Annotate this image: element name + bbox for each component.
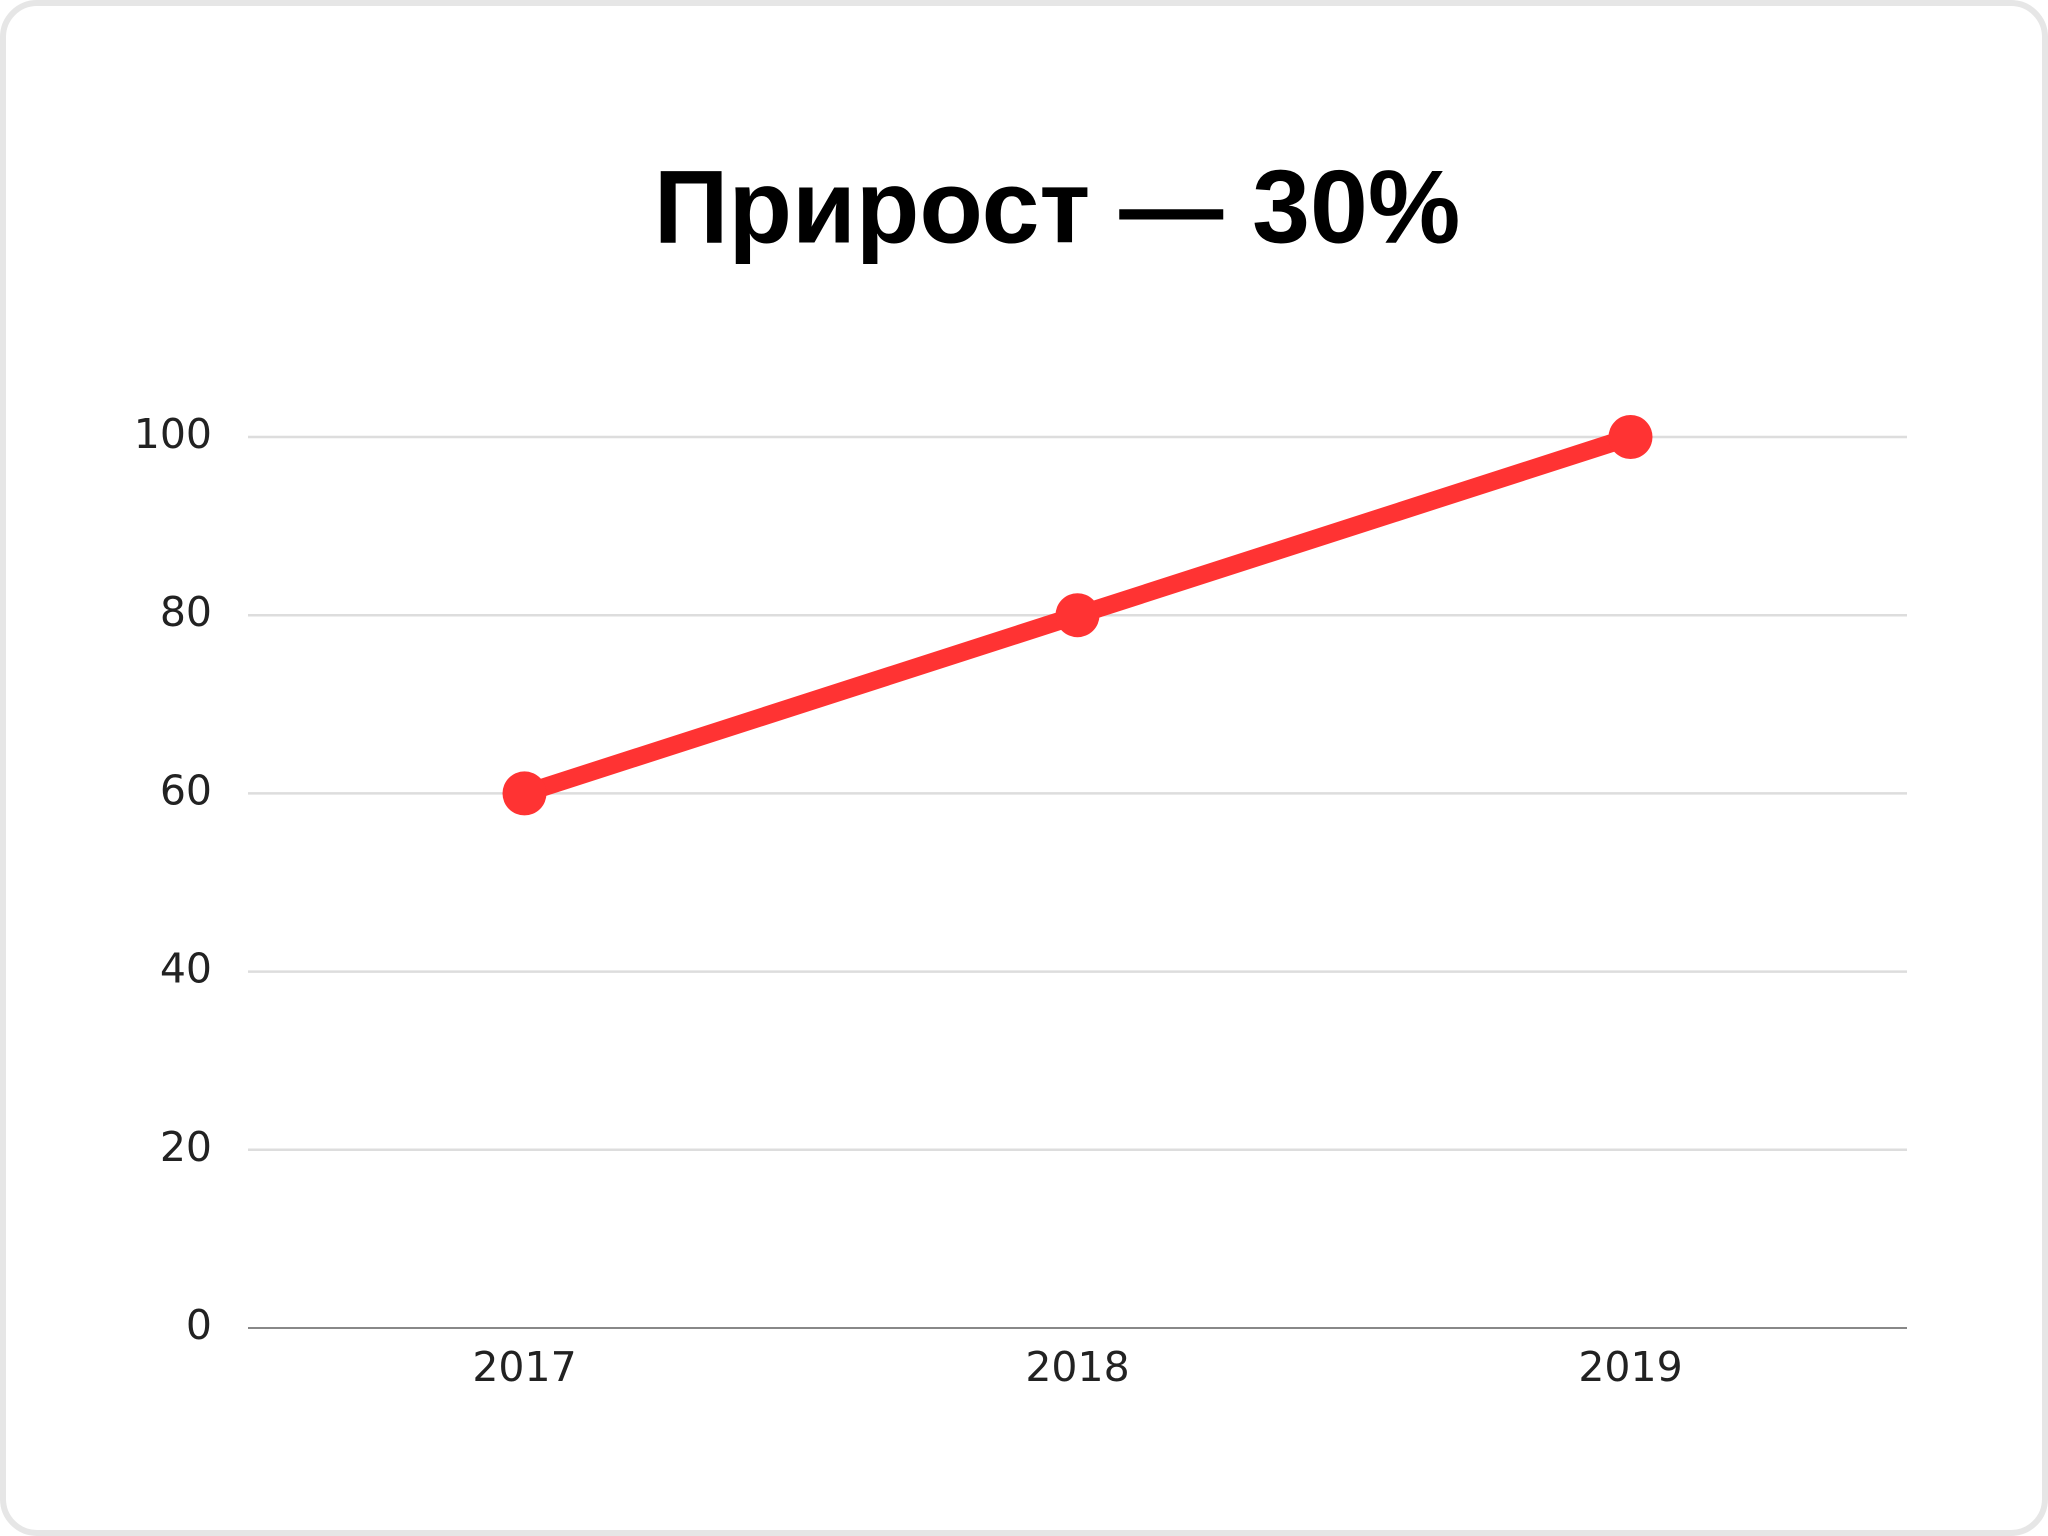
y-tick-label: 80: [160, 588, 212, 636]
chart-title: Прирост — 30%: [654, 149, 1461, 265]
x-tick-label: 2017: [472, 1343, 576, 1391]
y-tick-label: 0: [186, 1301, 212, 1349]
data-point: [1608, 415, 1653, 459]
y-tick-label: 60: [160, 766, 212, 814]
data-point: [1055, 593, 1100, 638]
y-tick-label: 100: [134, 410, 212, 458]
y-tick-label: 20: [160, 1123, 212, 1171]
x-tick-label: 2019: [1578, 1343, 1682, 1391]
data-point: [502, 771, 547, 816]
y-tick-label: 40: [160, 945, 212, 993]
x-tick-label: 2018: [1025, 1343, 1129, 1391]
